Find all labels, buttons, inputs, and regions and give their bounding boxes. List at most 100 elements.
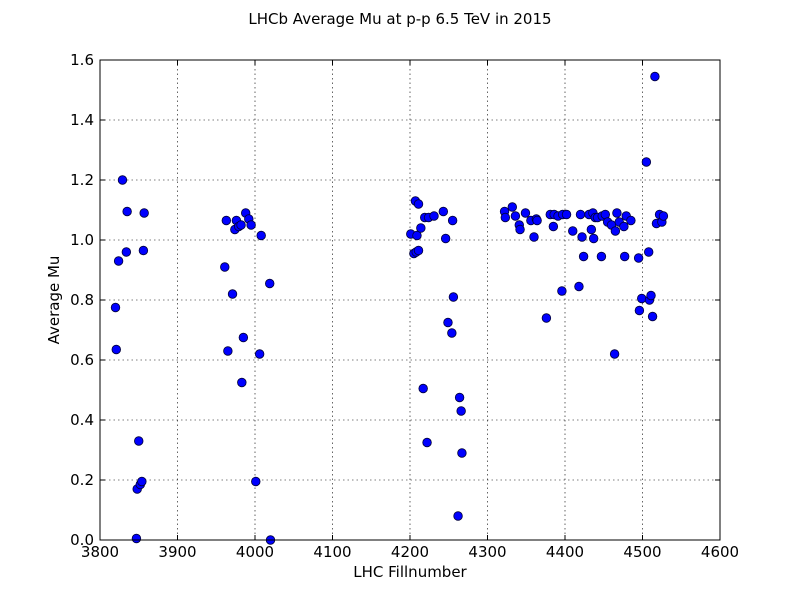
data-point [138,245,149,256]
data-point [510,211,521,221]
data-point [626,215,636,226]
data-point [236,220,246,230]
x-tick-label: 4300 [468,543,506,561]
data-point [251,476,261,487]
data-point [596,251,607,262]
data-point [561,209,572,220]
data-point [111,344,121,355]
data-point [447,215,458,226]
y-tick-label: 0.8 [70,291,94,309]
data-point [254,349,265,359]
data-point [548,221,559,232]
data-point [609,349,620,359]
data-point [610,226,621,236]
plot-frame [99,59,721,541]
data-point [220,262,230,272]
data-point [577,232,587,242]
data-point [650,71,660,82]
grid [100,60,720,540]
data-point [448,292,459,302]
x-tick-label: 4100 [313,543,351,561]
data-point [440,233,451,244]
data-point [644,247,654,257]
data-point [412,230,422,241]
y-tick-label: 0.6 [70,351,94,369]
data-point [507,202,518,212]
data-point [113,256,124,266]
data-point [646,290,656,301]
y-tick-label: 0.4 [70,411,94,429]
data-point [641,157,652,167]
axis-ticks: 3800 3900 4000 4100 4200 4300 4400 4500 4600 0.0 0… [70,51,739,561]
data-point [422,437,432,448]
data-point [139,208,149,218]
x-tick-label: 4400 [546,543,584,561]
data-point [574,281,584,292]
x-axis-label: LHC Fillnumber [353,563,467,581]
data-point [658,211,669,221]
x-tick-label: 3900 [158,543,196,561]
x-tick-label: 4000 [236,543,274,561]
x-tick-label: 4500 [623,543,661,561]
data-point [447,328,457,338]
y-tick-label: 1.2 [70,171,94,189]
data-points [110,71,669,545]
data-point [121,247,132,257]
y-tick-label: 1.4 [70,111,94,129]
data-point [221,215,232,226]
data-point [453,511,463,521]
data-point [532,215,542,226]
data-point [134,436,144,446]
data-point [612,208,622,218]
x-tick-label: 3800 [81,543,119,561]
data-point [418,383,428,394]
y-tick-label: 0.2 [70,471,94,489]
data-point [619,251,630,262]
data-point [117,175,128,185]
data-point [637,293,647,304]
data-point [633,253,644,263]
data-point [110,302,121,313]
chart-title: LHCb Average Mu at p-p 6.5 TeV in 2015 [248,10,551,28]
data-point [619,221,629,232]
data-point [429,211,439,221]
data-point [578,251,589,262]
data-point [443,317,453,328]
y-tick-label: 1.6 [70,51,94,69]
data-point [413,245,424,256]
data-point [131,533,142,544]
data-point [575,209,586,220]
data-point [568,226,578,236]
data-point [256,230,266,241]
data-point [122,206,132,217]
y-tick-label: 1.0 [70,231,94,249]
data-point [520,208,531,218]
y-axis-label: Average Mu [45,256,63,345]
data-point [557,286,567,296]
x-tick-label: 4600 [701,543,739,561]
data-point [413,199,424,209]
data-point [227,289,238,299]
data-point [454,392,465,403]
data-point [586,224,597,235]
data-point [456,406,466,416]
y-tick-label: 0.0 [70,531,94,549]
x-tick-label: 4200 [391,543,429,561]
data-point [246,220,256,230]
data-point [237,377,247,388]
data-point [529,232,539,242]
data-point [238,332,249,343]
data-point [265,278,275,289]
data-point [137,476,147,487]
data-point [416,223,426,233]
data-point [588,233,599,244]
data-point [438,206,449,217]
data-point [223,346,233,356]
data-point [515,224,525,235]
data-point [541,313,552,323]
data-point [500,212,511,223]
data-point [647,311,658,322]
data-point [457,448,467,458]
data-point [634,305,645,316]
